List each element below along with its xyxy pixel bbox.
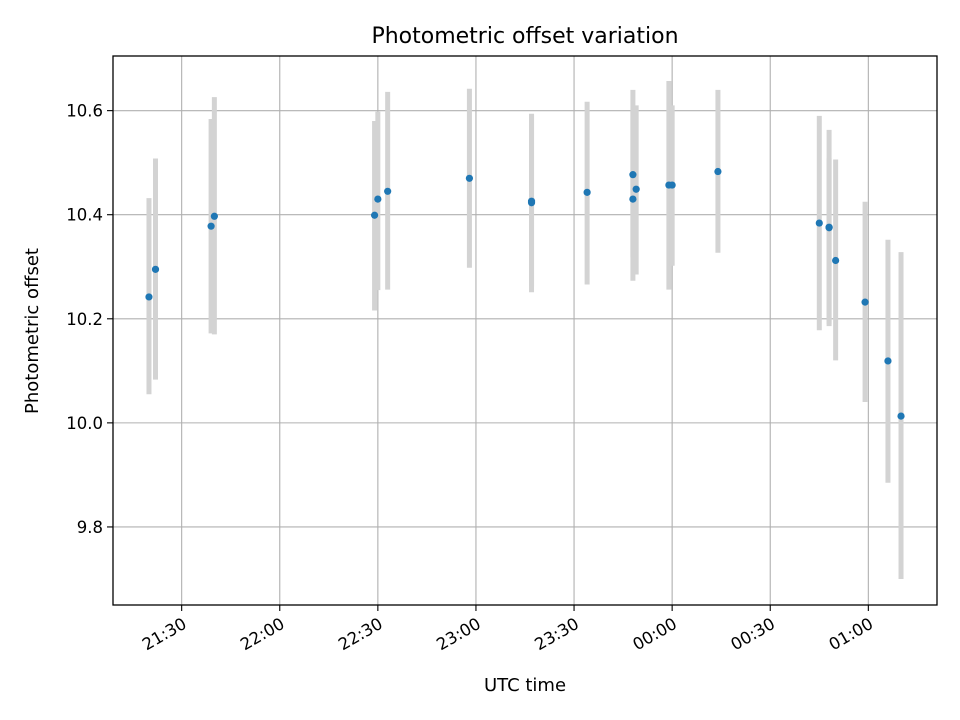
y-tick-label: 10.0 [66,414,103,433]
data-point [832,256,840,265]
data-point [145,293,153,301]
data-point [527,197,536,205]
y-tick-label: 9.8 [77,518,103,537]
data-point [861,298,869,306]
x-axis-label: UTC time [484,675,566,696]
data-point [583,188,591,196]
data-point [714,167,722,176]
data-point [374,195,382,203]
data-points [145,167,905,420]
data-point [884,357,892,365]
data-point [815,219,823,227]
data-point [151,265,160,273]
data-point [629,195,637,203]
chart-title: Photometric offset variation [371,24,678,49]
data-point [370,211,379,219]
data-point [465,174,474,182]
data-point [210,212,218,220]
y-tick-label: 10.6 [66,102,103,121]
y-axis-ticks: 9.8 10.0 10.2 10.4 10.6 [66,102,113,537]
y-tick-label: 10.2 [66,310,103,329]
data-point [668,181,676,189]
y-tick-label: 10.4 [66,206,103,225]
data-point [632,185,640,193]
data-point [384,187,392,195]
data-point [825,224,833,232]
data-point [897,412,905,420]
y-axis-label: Photometric offset [22,248,43,414]
data-point [207,222,215,230]
plot-frame [112,55,938,606]
data-point [629,171,637,179]
